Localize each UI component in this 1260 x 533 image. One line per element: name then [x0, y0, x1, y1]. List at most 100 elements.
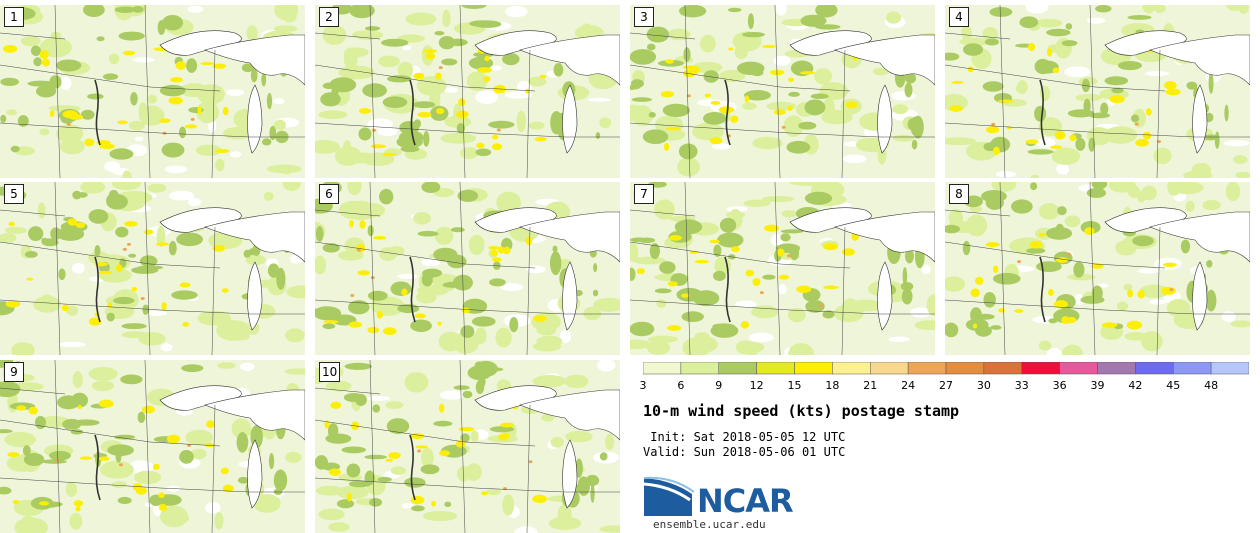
wind-field-blob — [1208, 72, 1214, 94]
colorbar-swatch — [945, 362, 985, 375]
wind-field-blob — [111, 182, 142, 191]
wind-field-blob — [476, 67, 493, 73]
wind-field-blob — [444, 116, 472, 128]
wind-field-blob — [630, 339, 653, 349]
wind-field-blob — [805, 300, 825, 313]
colorbar-swatch — [832, 362, 871, 375]
wind-field-blob — [1132, 235, 1154, 247]
wind-field-blob — [431, 500, 437, 507]
wind-field-blob — [83, 5, 105, 18]
wind-field-blob — [489, 278, 506, 287]
wind-field-blob — [1069, 134, 1077, 142]
wind-field-blob — [225, 89, 245, 96]
wind-field-blob — [1205, 289, 1217, 312]
wind-field-blob — [415, 445, 428, 449]
colorbar-swatch — [756, 362, 795, 375]
state-border — [94, 434, 101, 501]
wind-field-blob — [434, 30, 445, 36]
wind-field-blob — [504, 5, 528, 18]
state-border — [144, 360, 151, 533]
wind-field-blob — [184, 124, 198, 129]
wind-field-blob — [959, 37, 990, 46]
wind-field-blob — [659, 261, 676, 274]
panel-number: 9 — [4, 362, 24, 382]
wind-field-blob — [385, 458, 394, 462]
wind-field-blob — [124, 221, 138, 227]
wind-field-blob — [585, 474, 600, 487]
wind-field-blob — [599, 525, 620, 533]
wind-field-blob — [285, 328, 305, 343]
wind-field-blob — [473, 331, 485, 343]
wind-field-blob — [654, 199, 675, 220]
wind-map — [0, 360, 305, 533]
wind-field-blob — [761, 196, 795, 203]
wind-field-blob — [778, 284, 787, 295]
wind-map — [630, 182, 935, 355]
wind-field-blob — [681, 293, 690, 298]
lake-outline — [1149, 211, 1250, 263]
wind-map — [945, 182, 1250, 355]
wind-field-blob — [437, 321, 442, 326]
wind-field-blob — [483, 76, 491, 82]
wind-field-blob — [848, 299, 884, 312]
wind-field-blob — [678, 5, 707, 18]
wind-field-blob — [458, 426, 475, 432]
wind-field-blob — [440, 132, 477, 144]
lake-outline — [834, 211, 935, 263]
state-border — [315, 64, 536, 92]
wind-field-blob — [773, 109, 786, 115]
lake-outline — [204, 34, 305, 86]
wind-field-blob — [1061, 344, 1083, 355]
wind-field-blob — [642, 129, 669, 144]
wind-field-blob — [315, 306, 342, 321]
wind-field-blob — [1035, 18, 1063, 28]
wind-field-blob — [502, 494, 515, 516]
wind-field-blob — [135, 486, 147, 495]
wind-field-blob — [775, 5, 787, 16]
wind-field-blob — [533, 315, 547, 322]
wind-field-blob — [23, 452, 45, 467]
state-border — [0, 387, 66, 395]
wind-field-blob — [11, 342, 35, 355]
stamp-panel-6: 6 — [315, 182, 620, 355]
wind-field-blob — [462, 390, 473, 399]
wind-field-blob — [632, 256, 666, 265]
wind-field-blob — [118, 31, 145, 41]
wind-field-blob — [588, 97, 611, 102]
wind-field-blob — [400, 145, 420, 153]
wind-field-blob — [559, 329, 572, 344]
wind-field-blob — [814, 68, 833, 85]
state-border — [630, 32, 696, 40]
wind-field-blob — [1137, 268, 1160, 274]
wind-field-blob — [49, 75, 62, 89]
wind-field-blob — [461, 307, 470, 314]
wind-field-blob — [717, 232, 744, 248]
state-border — [144, 5, 151, 178]
state-border — [630, 241, 851, 269]
wind-field-blob — [1161, 286, 1176, 295]
wind-field-blob — [222, 484, 234, 493]
wind-field-blob — [823, 243, 838, 251]
wind-field-blob — [983, 292, 996, 308]
wind-field-blob — [410, 433, 425, 440]
wind-field-blob — [1038, 202, 1060, 220]
wind-field-blob — [478, 366, 504, 372]
wind-field-blob — [951, 80, 964, 84]
wind-field-blob — [367, 225, 374, 237]
colorbar-swatch — [1173, 362, 1212, 375]
wind-field-blob — [170, 77, 183, 83]
state-border — [94, 256, 101, 323]
wind-field-blob — [801, 145, 808, 153]
wind-field-blob — [422, 49, 438, 53]
wind-field-blob — [599, 117, 612, 129]
wind-field-blob — [743, 199, 771, 207]
wind-field-blob — [132, 6, 144, 13]
wind-field-blob — [1185, 200, 1195, 212]
wind-field-blob — [773, 55, 791, 66]
wind-field-blob — [593, 263, 598, 273]
wind-field-blob — [200, 62, 215, 66]
wind-field-blob — [1066, 252, 1071, 256]
wind-field-blob — [8, 221, 15, 227]
wind-field-blob — [1027, 149, 1054, 155]
wind-field-blob — [452, 331, 480, 354]
